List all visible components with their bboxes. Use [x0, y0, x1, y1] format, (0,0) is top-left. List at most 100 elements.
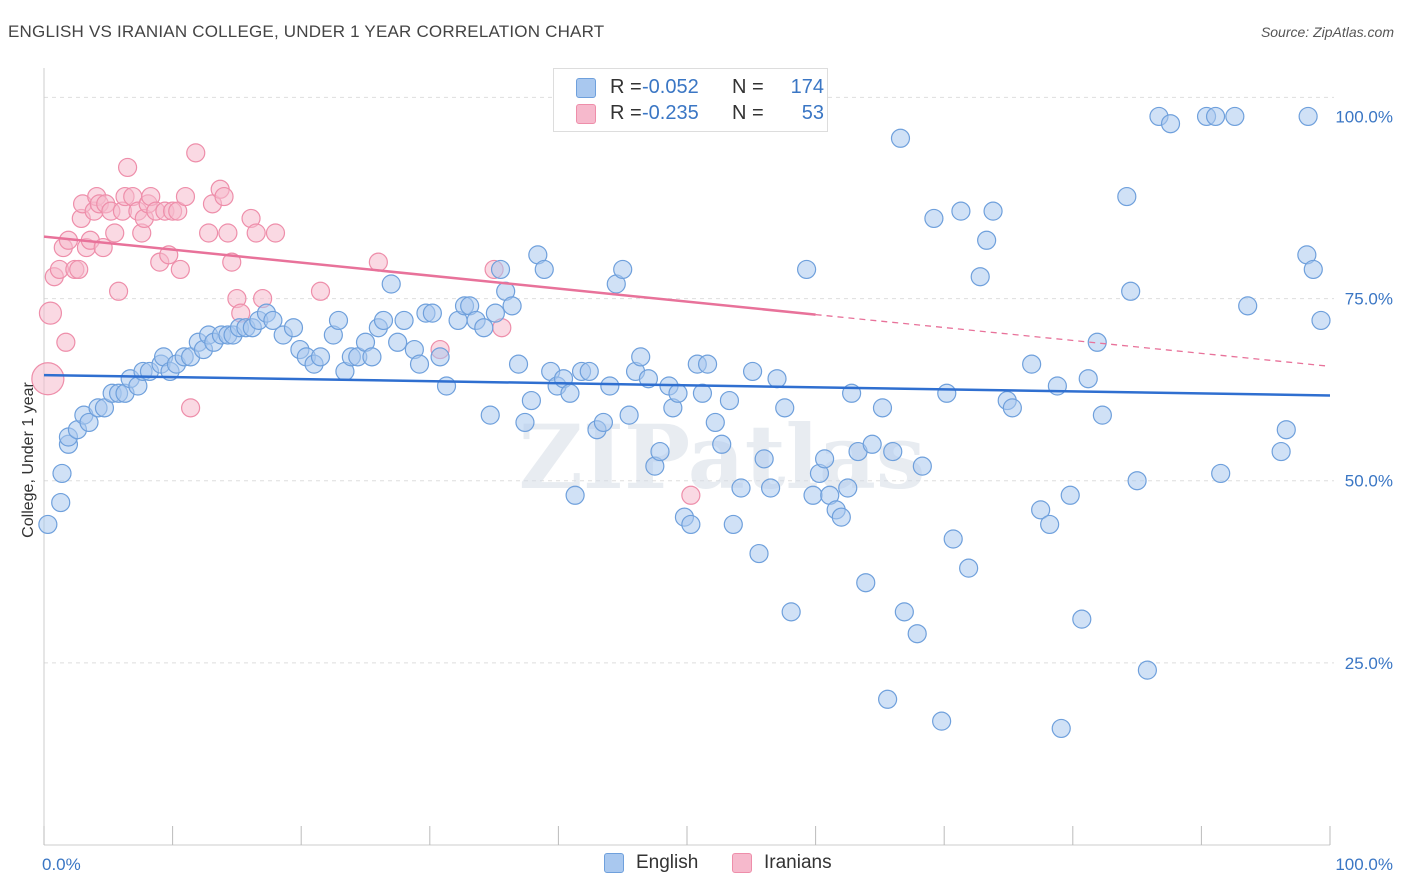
iranians-point: [108, 281, 129, 301]
english-point: [631, 347, 651, 367]
english-point: [1040, 514, 1060, 535]
iranians-legend-label: Iranians: [764, 852, 832, 873]
english-point: [490, 259, 511, 280]
y-axis-label: College, Under 1 year: [20, 382, 37, 538]
english-point: [838, 478, 858, 498]
english-point: [1276, 420, 1296, 440]
english-trend-line: [43, 373, 1331, 397]
english-point: [1002, 398, 1022, 418]
english-point: [943, 529, 963, 549]
english-point: [883, 441, 903, 462]
english-point: [1031, 500, 1051, 520]
english-point: [1271, 441, 1291, 462]
english-point: [38, 514, 58, 535]
english-point: [983, 201, 1003, 221]
iranians-point: [310, 281, 331, 301]
english-point: [856, 573, 876, 593]
english-point: [1127, 471, 1147, 491]
y-tick-label: 50.0%: [1345, 472, 1393, 491]
english-point: [1121, 281, 1141, 301]
english-point: [1087, 332, 1107, 352]
english-point: [970, 267, 990, 287]
english-point: [749, 543, 769, 564]
english-point: [502, 296, 522, 316]
english-point: [409, 354, 430, 374]
english-point: [1022, 354, 1042, 374]
y-tick-label: 75.0%: [1345, 290, 1393, 309]
english-point: [436, 376, 457, 396]
english-point: [328, 310, 349, 331]
english-point: [613, 259, 633, 280]
source-credit: Source: ZipAtlas.com: [1260, 24, 1394, 40]
iranians-point: [69, 259, 89, 280]
english-point: [579, 361, 599, 382]
iranians-point: [246, 223, 266, 243]
english-point: [890, 128, 911, 148]
iranians-point: [218, 223, 238, 243]
n-value: 53: [801, 102, 824, 124]
r-label: R =: [610, 102, 642, 124]
tick-labels: 25.0% 50.0% 75.0% 100.0% 0.0% 100.0%: [42, 107, 1393, 874]
english-point: [430, 347, 450, 367]
english-point: [485, 303, 505, 323]
correlation-legend: R = -0.052 N = 174 R = -0.235 N = 53: [553, 68, 828, 132]
english-point: [310, 347, 331, 367]
english-point: [932, 711, 952, 731]
iranians-trend-line: [43, 235, 816, 316]
iranians-point: [38, 301, 63, 325]
iranians-point: [265, 223, 286, 243]
english-point: [638, 369, 659, 389]
english-point: [862, 434, 882, 454]
english-swatch: [604, 853, 624, 873]
english-point: [775, 398, 795, 418]
english-point: [560, 383, 580, 403]
english-point: [697, 354, 718, 374]
english-point: [534, 259, 554, 280]
english-point: [1160, 114, 1181, 134]
english-legend-label: English: [636, 852, 699, 873]
english-point: [650, 441, 670, 462]
iranians-point: [681, 485, 701, 505]
english-point: [52, 463, 72, 484]
english-point: [394, 310, 414, 331]
english-point: [263, 310, 283, 331]
english-point: [731, 478, 751, 498]
english-point: [781, 602, 801, 622]
iranians-point: [222, 252, 242, 272]
english-point: [373, 310, 394, 331]
english-point: [742, 361, 763, 382]
iranians-swatch: [576, 104, 596, 124]
english-point: [924, 208, 944, 229]
english-point: [381, 274, 401, 294]
english-point: [712, 434, 732, 454]
english-point: [959, 558, 979, 578]
english-point: [692, 383, 713, 403]
english-point: [1225, 106, 1245, 127]
english-point: [668, 383, 688, 403]
n-label: N =: [732, 102, 764, 124]
r-value: -0.052: [642, 76, 699, 98]
english-point: [1051, 718, 1071, 739]
english-point: [565, 485, 585, 505]
x-tick-label: 0.0%: [42, 855, 81, 874]
english-point: [1060, 485, 1080, 505]
english-point: [1137, 660, 1157, 680]
english-point: [951, 201, 971, 221]
english-point: [283, 318, 304, 338]
english-point: [878, 689, 898, 709]
english-point: [1298, 106, 1318, 127]
chart-title: ENGLISH VS IRANIAN COLLEGE, UNDER 1 YEAR…: [8, 22, 605, 41]
english-point: [803, 485, 823, 505]
english-point: [1205, 106, 1226, 127]
english-point: [796, 259, 817, 280]
english-point: [1117, 186, 1137, 207]
english-point: [362, 347, 382, 367]
english-point: [719, 390, 740, 411]
english-point: [754, 449, 774, 469]
english-point: [1303, 259, 1323, 280]
english-point: [907, 624, 927, 644]
english-point: [480, 405, 500, 425]
english-point: [977, 230, 997, 250]
english-point: [1238, 296, 1258, 316]
